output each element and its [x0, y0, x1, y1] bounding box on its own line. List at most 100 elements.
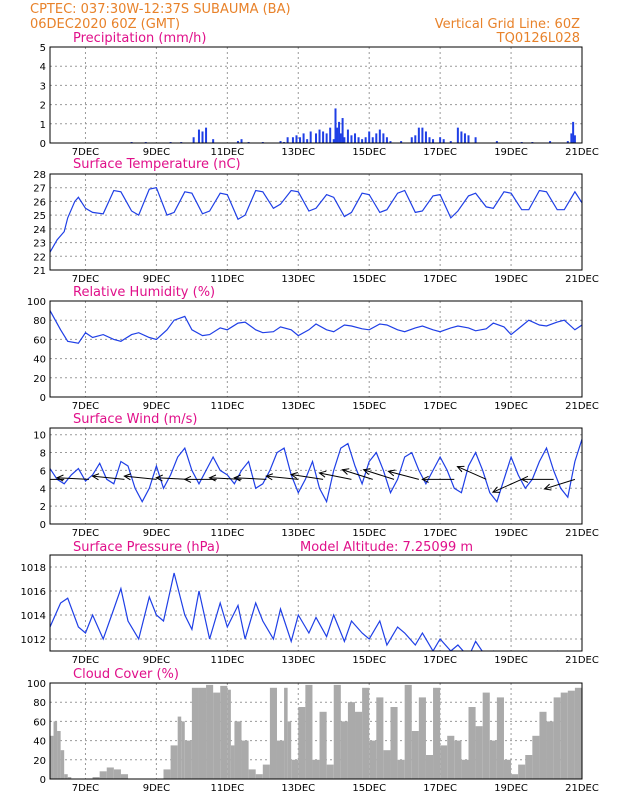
cloud-ytick: 0: [40, 775, 46, 786]
cloud-bar: [319, 711, 327, 779]
cloud-bar: [496, 697, 504, 779]
press-ytick: 1014: [21, 611, 46, 622]
rh-data: [50, 310, 582, 344]
press-xtick: 9DEC: [143, 655, 170, 666]
temp-ytick: 26: [33, 197, 46, 208]
cloud-bar: [255, 774, 263, 779]
cloud-bar: [177, 716, 182, 779]
precip-ytick: 1: [40, 120, 46, 131]
precip-bar: [460, 131, 463, 143]
precip-bar: [414, 135, 417, 143]
press-ytick: 1012: [21, 635, 46, 646]
cloud-bar: [511, 774, 519, 779]
model-altitude: Model Altitude: 7.25099 m: [300, 540, 473, 555]
cloud-bar: [291, 759, 299, 779]
precip-bar: [197, 129, 200, 143]
precip-bar: [334, 108, 337, 143]
cloud-bar: [347, 702, 356, 779]
precip-bar: [385, 137, 388, 143]
precip-bar: [322, 131, 325, 143]
cloud-bar: [362, 687, 370, 779]
cloud-bar: [262, 764, 270, 779]
cloud-bar: [312, 759, 320, 779]
cloud-xtick: 19DEC: [494, 783, 528, 794]
temp-xtick: 9DEC: [143, 274, 170, 285]
run-date: 06DEC2020 60Z (GMT): [30, 17, 180, 32]
wind-ytick: 8: [40, 449, 46, 460]
precip-bar: [341, 118, 344, 143]
cloud-xtick: 13DEC: [281, 783, 315, 794]
cloud-bar: [248, 769, 256, 779]
wind-arrow-head: [421, 475, 429, 483]
cloud-bar: [230, 745, 235, 779]
cloud-bar: [418, 697, 426, 779]
precip-bar: [570, 133, 573, 143]
precip-bar: [449, 141, 452, 143]
temp-data: [50, 187, 582, 253]
wind-arrow-head: [32, 476, 38, 482]
rh-xtick: 13DEC: [281, 401, 315, 412]
cloud-bar: [305, 684, 313, 779]
precip-bar: [424, 131, 427, 143]
precip-bar: [474, 137, 477, 143]
cloud-bar: [287, 721, 292, 779]
wind-ytick: 10: [33, 431, 46, 442]
cloud-xtick: 11DEC: [210, 783, 244, 794]
temp-xtick: 21DEC: [565, 274, 599, 285]
cloud-bar: [433, 687, 441, 779]
wind-arrow-head: [155, 474, 163, 482]
cloud-bar: [276, 740, 285, 779]
cloud-bar: [390, 707, 398, 779]
wind-xtick: 9DEC: [143, 528, 170, 539]
temp-ytick: 23: [33, 239, 46, 250]
cloud-bar: [234, 721, 242, 779]
wind-arrow-head: [491, 486, 500, 493]
rh-ytick: 80: [33, 316, 46, 327]
wind-ytick: 2: [40, 502, 46, 513]
wind-xtick: 21DEC: [565, 528, 599, 539]
cloud-bar: [553, 697, 561, 779]
cloud-bar: [454, 740, 462, 779]
cloud-title: Cloud Cover (%): [73, 667, 179, 682]
temp-xtick: 19DEC: [494, 274, 528, 285]
cloud-xtick: 21DEC: [565, 783, 599, 794]
wind-arrow-head: [123, 473, 132, 481]
precip-bar: [442, 139, 445, 143]
wind-arrow-head: [341, 468, 350, 475]
precip-xtick: 13DEC: [281, 147, 315, 158]
precip-bar: [291, 137, 294, 143]
temp-xtick: 17DEC: [423, 274, 457, 285]
temp-ytick: 22: [33, 252, 46, 263]
press-series-line: [50, 572, 559, 651]
cloud-bar: [220, 685, 228, 779]
wind-ytick: 6: [40, 466, 46, 477]
precip-bar: [343, 137, 346, 143]
cloud-bar: [440, 745, 448, 779]
cloud-bar: [404, 684, 412, 779]
precip-bar: [302, 133, 305, 143]
wind-xtick: 7DEC: [72, 528, 99, 539]
precip-bar: [375, 133, 378, 143]
rh-frame: [49, 300, 583, 398]
press-xtick: 7DEC: [72, 655, 99, 666]
wind-ytick: 0: [40, 520, 46, 531]
temp-ytick: 28: [33, 170, 46, 181]
cloud-bar: [92, 777, 100, 779]
rh-ytick: 100: [27, 297, 46, 308]
precip-bar: [329, 127, 332, 143]
wind-arrow: [291, 474, 324, 480]
rh-xtick: 15DEC: [352, 401, 386, 412]
product-code: TQ0126L028: [496, 31, 580, 46]
precip-bar: [573, 135, 576, 143]
precip-bar: [566, 141, 569, 143]
cloud-bar: [113, 769, 121, 779]
wind-arrow-head: [520, 475, 529, 483]
precip-bar: [286, 137, 289, 143]
wind-xtick: 19DEC: [494, 528, 528, 539]
wind-arrow-head: [318, 470, 327, 478]
cloud-bar: [120, 774, 129, 779]
cloud-ytick: 60: [33, 717, 46, 728]
temp-ytick: 21: [33, 266, 46, 277]
wind-arrow-head: [289, 471, 298, 479]
rh-xtick: 19DEC: [494, 401, 528, 412]
